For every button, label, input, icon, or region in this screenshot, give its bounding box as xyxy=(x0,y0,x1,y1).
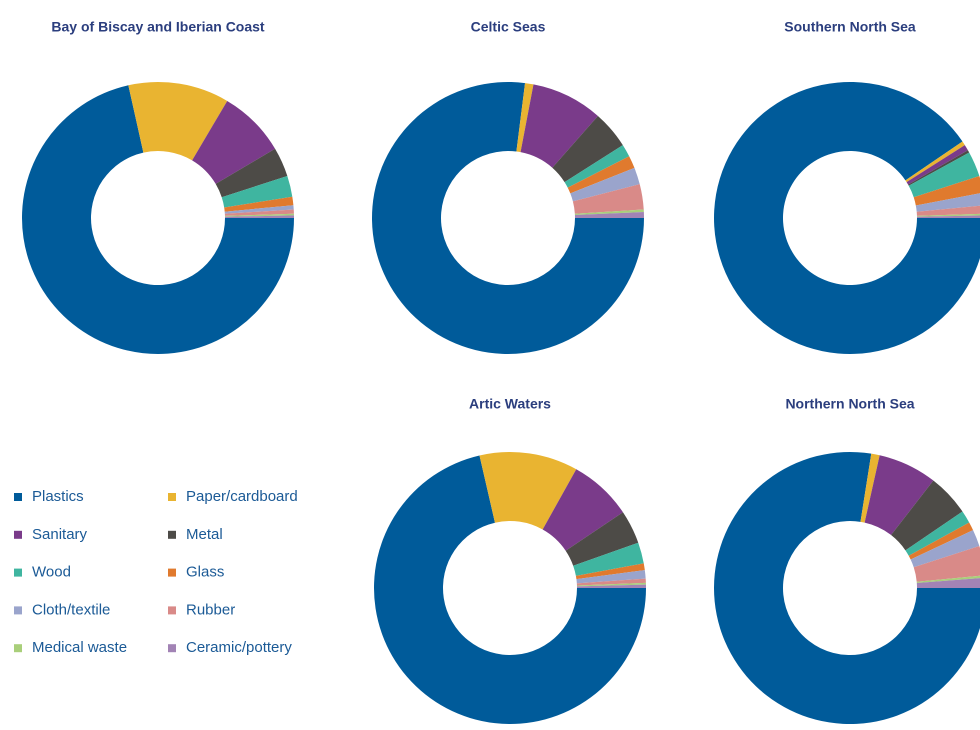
legend-swatch xyxy=(14,644,22,653)
donut-segment xyxy=(542,469,623,551)
chart-title: Southern North Sea xyxy=(784,19,916,35)
donut-segment xyxy=(916,213,980,217)
donut-segment xyxy=(916,575,980,583)
donut-segment xyxy=(552,115,623,183)
donut-segment xyxy=(224,209,294,216)
chart-title: Artic Waters xyxy=(469,396,551,412)
donut-segment xyxy=(573,542,644,576)
donut-segment xyxy=(891,480,963,551)
donut-segment xyxy=(908,150,970,186)
donut-segment xyxy=(192,100,276,184)
legend-label: Metal xyxy=(186,526,223,543)
donut-segment xyxy=(574,209,644,216)
donut-segment xyxy=(916,205,980,216)
donut-segment xyxy=(575,563,645,580)
donut-segment xyxy=(906,145,968,185)
donut-segment xyxy=(224,205,294,214)
donut-segment xyxy=(374,455,646,725)
legend-swatch xyxy=(168,606,176,615)
donut-segment xyxy=(576,570,646,584)
chart-title: Bay of Biscay and Iberian Coast xyxy=(51,19,265,35)
donut-segment xyxy=(905,141,965,183)
legend-swatch xyxy=(14,493,22,501)
donut-segment xyxy=(576,582,646,587)
legend-swatch xyxy=(14,568,22,577)
donut-segment xyxy=(913,175,980,206)
donut-segment xyxy=(21,85,294,354)
legend-label: Plastics xyxy=(32,488,84,505)
legend-label: Wood xyxy=(32,564,71,581)
legend-label: Ceramic/pottery xyxy=(186,639,292,656)
donut-segment xyxy=(714,82,980,354)
donut-segment xyxy=(372,81,644,355)
donut-segment xyxy=(916,578,980,588)
donut-segment xyxy=(908,152,980,198)
legend-swatch xyxy=(168,530,176,539)
legend-label: Medical waste xyxy=(32,639,127,656)
donut-segment xyxy=(565,512,639,566)
donut-segment xyxy=(864,455,934,536)
donut-segment xyxy=(572,184,644,214)
donut-segment xyxy=(221,175,293,208)
donut-segment xyxy=(570,167,640,202)
legend-label: Rubber xyxy=(186,601,235,618)
donut-segment xyxy=(479,452,577,530)
donut-segment xyxy=(128,82,228,161)
donut-segment xyxy=(215,148,288,198)
chart-title: Celtic Seas xyxy=(471,19,546,35)
donut-segment xyxy=(908,522,974,560)
legend-swatch xyxy=(14,530,22,539)
donut-segment xyxy=(520,84,598,168)
legend-label: Cloth/textile xyxy=(32,601,110,618)
donut-segment xyxy=(564,145,630,188)
donut-segment xyxy=(913,545,980,582)
legend-swatch xyxy=(168,644,176,653)
legend-label: Paper/cardboard xyxy=(186,488,298,505)
donut-segment xyxy=(574,212,644,218)
legend-swatch xyxy=(168,568,176,577)
donut-segment xyxy=(916,215,980,218)
donut-segment xyxy=(567,156,635,194)
donut-segment xyxy=(714,452,980,724)
donut-segment xyxy=(905,511,970,556)
donut-segment xyxy=(915,193,980,212)
legend-label: Glass xyxy=(186,564,224,581)
donut-segment xyxy=(224,213,294,217)
donut-segment xyxy=(516,83,534,153)
donut-segment xyxy=(224,215,294,218)
legend-swatch xyxy=(14,606,22,615)
donut-segment xyxy=(576,584,646,588)
donut-segment xyxy=(910,530,980,568)
legend-label: Sanitary xyxy=(32,526,88,543)
donut-segment xyxy=(224,196,294,212)
legend-swatch xyxy=(168,493,176,501)
donut-segment xyxy=(860,453,880,523)
donut-segment xyxy=(576,578,646,586)
chart-title: Northern North Sea xyxy=(785,396,914,412)
